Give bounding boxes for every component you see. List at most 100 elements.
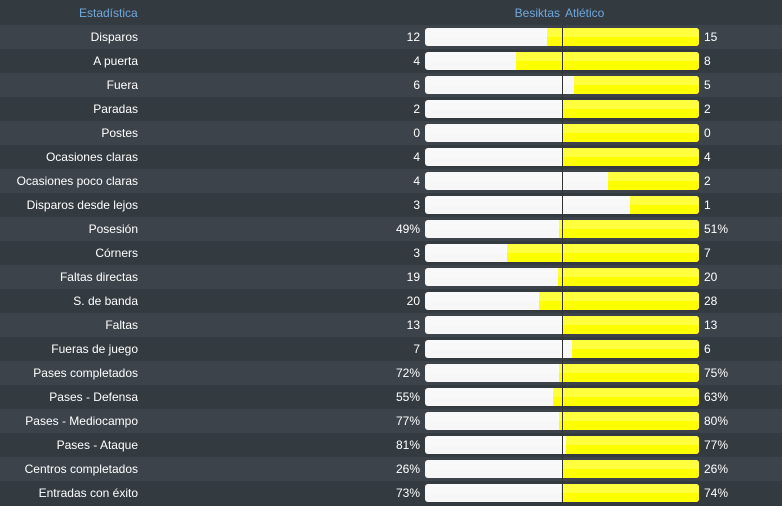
away-share-fill <box>553 388 699 406</box>
stat-row: Pases - Defensa 55% 63% <box>0 385 782 409</box>
away-share-fill <box>574 76 699 94</box>
away-share-fill <box>539 292 699 310</box>
home-value: 6 <box>413 78 420 92</box>
stat-row: Paradas 2 2 <box>0 97 782 121</box>
stat-row: Faltas 13 13 <box>0 313 782 337</box>
home-value: 81% <box>395 438 420 452</box>
stat-label: Córners <box>95 246 138 260</box>
stat-row: Entradas con éxito 73% 74% <box>0 481 782 505</box>
stat-label: Posesión <box>88 222 138 236</box>
away-value: 28 <box>704 294 718 308</box>
away-value: 51% <box>704 222 729 236</box>
stat-row: Postes 0 0 <box>0 121 782 145</box>
home-value: 12 <box>406 30 420 44</box>
away-share-fill <box>558 268 699 286</box>
away-value: 0 <box>704 126 711 140</box>
home-value: 49% <box>395 222 420 236</box>
away-value: 1 <box>704 198 711 212</box>
home-value: 19 <box>406 270 420 284</box>
away-share-fill <box>507 244 699 262</box>
away-team-header[interactable]: Atlético <box>565 6 605 20</box>
home-team-header[interactable]: Besiktas <box>514 6 560 20</box>
stat-row: Córners 3 7 <box>0 241 782 265</box>
stat-row: Ocasiones poco claras 4 2 <box>0 169 782 193</box>
stat-label: Centros completados <box>24 462 138 476</box>
home-value: 3 <box>413 246 420 260</box>
away-share-fill <box>608 172 699 190</box>
stat-row: Fuera 6 5 <box>0 73 782 97</box>
away-value: 6 <box>704 342 711 356</box>
stat-label: Faltas directas <box>59 270 138 284</box>
home-value: 26% <box>395 462 420 476</box>
away-value: 80% <box>704 414 729 428</box>
stat-row: Disparos 12 15 <box>0 25 782 49</box>
home-value: 77% <box>395 414 420 428</box>
stat-row: S. de banda 20 28 <box>0 289 782 313</box>
away-share-fill <box>559 412 699 430</box>
away-share-fill <box>572 340 699 358</box>
home-value: 13 <box>406 318 420 332</box>
stat-row: Centros completados 26% 26% <box>0 457 782 481</box>
away-share-fill <box>562 124 699 142</box>
stat-row: Pases - Mediocampo 77% 80% <box>0 409 782 433</box>
away-value: 63% <box>704 390 729 404</box>
away-share-fill <box>562 148 699 166</box>
stat-label: Postes <box>101 126 138 140</box>
stat-label: Disparos desde lejos <box>26 198 138 212</box>
stat-row: Disparos desde lejos 3 1 <box>0 193 782 217</box>
stat-label: Fueras de juego <box>51 342 138 356</box>
stat-label: Ocasiones poco claras <box>16 174 138 188</box>
home-value: 73% <box>395 486 420 500</box>
home-value: 3 <box>413 198 420 212</box>
away-value: 5 <box>704 78 711 92</box>
away-value: 4 <box>704 150 711 164</box>
stat-label: S. de banda <box>73 294 138 308</box>
stat-label: Fuera <box>106 78 138 92</box>
away-value: 8 <box>704 54 711 68</box>
stat-label: Disparos <box>90 30 138 44</box>
stat-row: A puerta 4 8 <box>0 49 782 73</box>
away-share-fill <box>566 436 699 454</box>
stat-label: Pases - Mediocampo <box>25 414 138 428</box>
stat-label: Pases - Ataque <box>56 438 138 452</box>
away-share-fill <box>562 316 699 334</box>
away-value: 15 <box>704 30 718 44</box>
stat-label: Faltas <box>105 318 138 332</box>
centre-divider <box>562 25 563 506</box>
away-share-fill <box>561 484 699 502</box>
home-value: 55% <box>395 390 420 404</box>
home-value: 4 <box>413 174 420 188</box>
away-share-fill <box>562 100 699 118</box>
stat-row: Ocasiones claras 4 4 <box>0 145 782 169</box>
stat-row: Pases completados 72% 75% <box>0 361 782 385</box>
away-value: 74% <box>704 486 729 500</box>
stat-label: Paradas <box>93 102 138 116</box>
away-share-fill <box>516 52 699 70</box>
away-value: 13 <box>704 318 718 332</box>
home-value: 7 <box>413 342 420 356</box>
stat-label: Pases - Defensa <box>49 390 138 404</box>
away-value: 26% <box>704 462 729 476</box>
stat-label: A puerta <box>93 54 138 68</box>
away-share-fill <box>547 28 699 46</box>
away-value: 77% <box>704 438 729 452</box>
home-value: 4 <box>413 150 420 164</box>
home-value: 20 <box>406 294 420 308</box>
stat-label: Entradas con éxito <box>38 486 138 500</box>
away-share-fill <box>562 460 699 478</box>
stats-table: Disparos 12 15 A puerta 4 8 Fuera 6 5 Paradas 2 2 Po… <box>0 25 782 505</box>
away-value: 20 <box>704 270 718 284</box>
home-value: 0 <box>413 126 420 140</box>
away-share-fill <box>559 364 699 382</box>
stats-header: Estadística Besiktas Atlético <box>0 0 782 25</box>
home-value: 4 <box>413 54 420 68</box>
stat-row: Fueras de juego 7 6 <box>0 337 782 361</box>
statistic-column-header[interactable]: Estadística <box>79 6 138 20</box>
away-share-fill <box>630 196 699 214</box>
away-value: 7 <box>704 246 711 260</box>
away-value: 2 <box>704 102 711 116</box>
away-share-fill <box>559 220 699 238</box>
home-value: 2 <box>413 102 420 116</box>
away-value: 2 <box>704 174 711 188</box>
stat-label: Pases completados <box>33 366 138 380</box>
